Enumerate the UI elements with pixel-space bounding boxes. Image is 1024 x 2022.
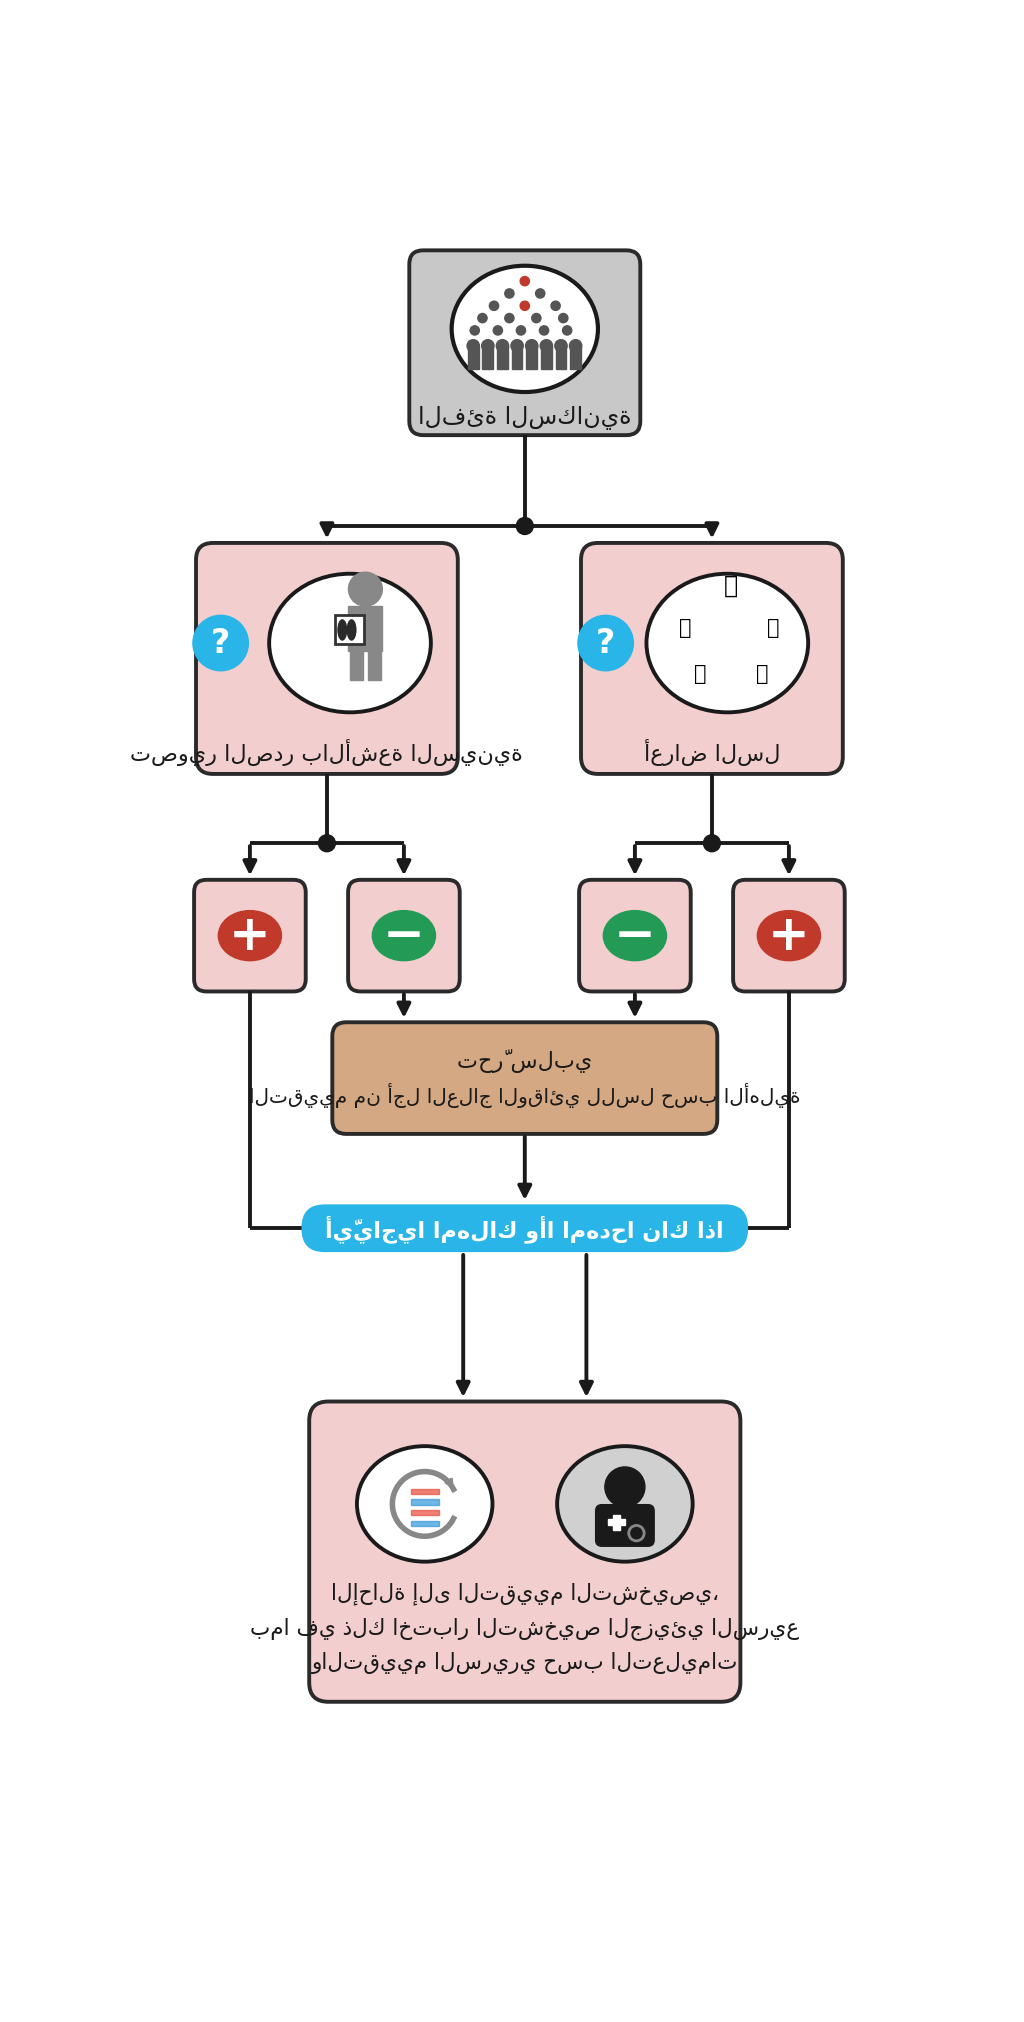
Circle shape (494, 326, 503, 336)
Circle shape (562, 326, 571, 336)
Ellipse shape (758, 910, 820, 960)
FancyBboxPatch shape (348, 880, 460, 991)
Text: 🤧: 🤧 (767, 617, 779, 637)
Text: أعراض السل: أعراض السل (644, 738, 780, 766)
Text: 👤: 👤 (756, 663, 768, 683)
Text: −: − (383, 912, 425, 960)
Circle shape (569, 340, 582, 352)
Bar (482, 346, 494, 368)
Bar (411, 1488, 438, 1494)
FancyBboxPatch shape (301, 1205, 749, 1252)
Ellipse shape (557, 1446, 692, 1561)
Bar (608, 1519, 625, 1525)
Ellipse shape (646, 574, 808, 712)
FancyBboxPatch shape (581, 544, 843, 774)
Bar (512, 346, 522, 368)
Bar (570, 346, 581, 368)
Bar (497, 346, 508, 368)
Text: ?: ? (211, 627, 230, 661)
Circle shape (470, 326, 479, 336)
Circle shape (505, 313, 514, 324)
Bar (350, 651, 364, 679)
Circle shape (605, 1466, 645, 1506)
Bar (526, 346, 538, 368)
Bar (368, 651, 381, 679)
FancyBboxPatch shape (196, 544, 458, 774)
FancyBboxPatch shape (580, 880, 691, 991)
Ellipse shape (603, 910, 667, 960)
Ellipse shape (269, 574, 431, 712)
Circle shape (516, 326, 525, 336)
Ellipse shape (346, 619, 356, 641)
Circle shape (516, 518, 534, 534)
Circle shape (318, 835, 336, 851)
Text: 🌡: 🌡 (724, 574, 738, 596)
FancyBboxPatch shape (596, 1504, 654, 1547)
Circle shape (489, 301, 499, 311)
Circle shape (193, 615, 249, 671)
Circle shape (541, 340, 553, 352)
Text: الإحالة إلى التقييم التشخيصي،: الإحالة إلى التقييم التشخيصي، (331, 1583, 719, 1605)
Text: والتقييم السريري حسب التعليمات: والتقييم السريري حسب التعليمات (311, 1652, 738, 1674)
Text: 👤: 👤 (679, 617, 691, 637)
Circle shape (348, 572, 382, 607)
Text: تصوير الصدر بالأشعة السينية: تصوير الصدر بالأشعة السينية (130, 738, 523, 766)
Circle shape (540, 326, 549, 336)
Circle shape (536, 289, 545, 297)
Ellipse shape (357, 1446, 493, 1561)
Circle shape (629, 1525, 644, 1541)
FancyBboxPatch shape (309, 1401, 740, 1703)
Text: +: + (768, 912, 810, 960)
Text: التقييم من أجل العلاج الوقائي للسل حسب الأهلية: التقييم من أجل العلاج الوقائي للسل حسب ا… (249, 1082, 801, 1108)
Text: تحرّ سلبي: تحرّ سلبي (457, 1049, 593, 1074)
Circle shape (531, 313, 541, 324)
Text: الفئة السكانية: الفئة السكانية (418, 406, 632, 431)
FancyBboxPatch shape (195, 880, 306, 991)
Bar (556, 346, 566, 368)
Text: 👤: 👤 (694, 663, 707, 683)
Text: −: − (614, 912, 655, 960)
FancyBboxPatch shape (333, 1023, 717, 1134)
Circle shape (520, 277, 529, 285)
Circle shape (478, 313, 487, 324)
FancyBboxPatch shape (733, 880, 845, 991)
Bar (411, 1510, 438, 1514)
Ellipse shape (373, 910, 435, 960)
Ellipse shape (218, 910, 282, 960)
Ellipse shape (452, 265, 598, 392)
Circle shape (551, 301, 560, 311)
Circle shape (467, 340, 479, 352)
Bar (613, 1514, 620, 1531)
Circle shape (481, 340, 494, 352)
Text: أيّياجيا امهلاك وأا امهدحا ناك اذا: أيّياجيا امهلاك وأا امهدحا ناك اذا (326, 1215, 724, 1244)
FancyBboxPatch shape (410, 251, 640, 435)
Circle shape (559, 313, 568, 324)
Circle shape (497, 340, 509, 352)
Bar (541, 346, 552, 368)
Text: +: + (229, 912, 270, 960)
Bar (348, 607, 382, 651)
Text: ?: ? (596, 627, 615, 661)
Circle shape (525, 340, 538, 352)
Bar (335, 615, 364, 643)
Ellipse shape (337, 619, 347, 641)
Circle shape (578, 615, 634, 671)
Bar (468, 346, 478, 368)
Circle shape (511, 340, 523, 352)
Circle shape (555, 340, 567, 352)
Text: بما في ذلك اختبار التشخيص الجزيئي السريع: بما في ذلك اختبار التشخيص الجزيئي السريع (250, 1618, 800, 1640)
Circle shape (520, 301, 529, 311)
Bar (411, 1521, 438, 1527)
Circle shape (505, 289, 514, 297)
Circle shape (703, 835, 720, 851)
Bar (411, 1498, 438, 1504)
